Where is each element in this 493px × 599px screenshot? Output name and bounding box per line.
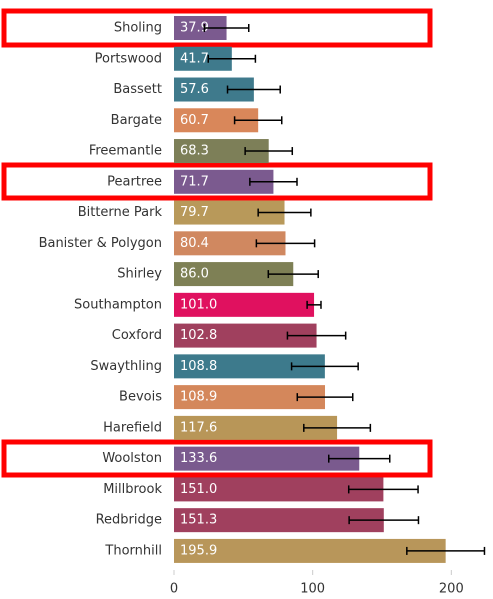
value-label: 108.9 [180,390,217,405]
y-tick-label: Portswood [95,51,162,66]
y-tick-label: Bargate [111,113,162,128]
value-label: 71.7 [180,174,209,189]
y-tick-label: Sholing [114,21,162,36]
y-tick-label: Freemantle [89,144,162,159]
y-tick-label: Coxford [112,328,162,343]
y-tick-label: Harefield [103,420,162,435]
value-label: 151.3 [180,513,217,528]
value-label: 151.0 [180,482,217,497]
y-tick-label: Bassett [113,82,162,97]
bar [174,46,232,71]
y-tick-label: Bevois [119,390,162,405]
y-tick-label: Banister & Polygon [39,236,162,251]
highlight-box [1,162,433,201]
y-tick-label: Thornhill [104,543,162,558]
y-tick-label: Peartree [107,174,162,189]
x-tick-label: 0 [170,582,178,597]
value-label: 37.9 [180,21,209,36]
value-label: 60.7 [180,113,209,128]
highlight-box [1,439,433,478]
y-tick-label: Southampton [74,297,162,312]
y-tick-label: Redbridge [96,513,162,528]
value-label: 101.0 [180,297,217,312]
y-tick-label: Millbrook [103,482,162,497]
value-label: 86.0 [180,267,209,282]
value-label: 195.9 [180,543,217,558]
value-label: 133.6 [180,451,217,466]
x-tick-label: 100 [300,582,325,597]
y-tick-label: Bitterne Park [78,205,163,220]
value-label: 80.4 [180,236,209,251]
value-label: 117.6 [180,420,217,435]
x-tick-label: 200 [439,582,464,597]
bar [174,538,446,563]
value-label: 79.7 [180,205,209,220]
bar [174,292,315,317]
value-label: 57.6 [180,82,209,97]
value-label: 68.3 [180,144,209,159]
value-label: 102.8 [180,328,217,343]
y-tick-label: Shirley [117,267,162,282]
y-tick-label: Swaythling [90,359,162,374]
y-tick-label: Woolston [102,451,162,466]
highlight-box [1,8,433,48]
value-label: 41.7 [180,51,209,66]
value-label: 108.8 [180,359,217,374]
